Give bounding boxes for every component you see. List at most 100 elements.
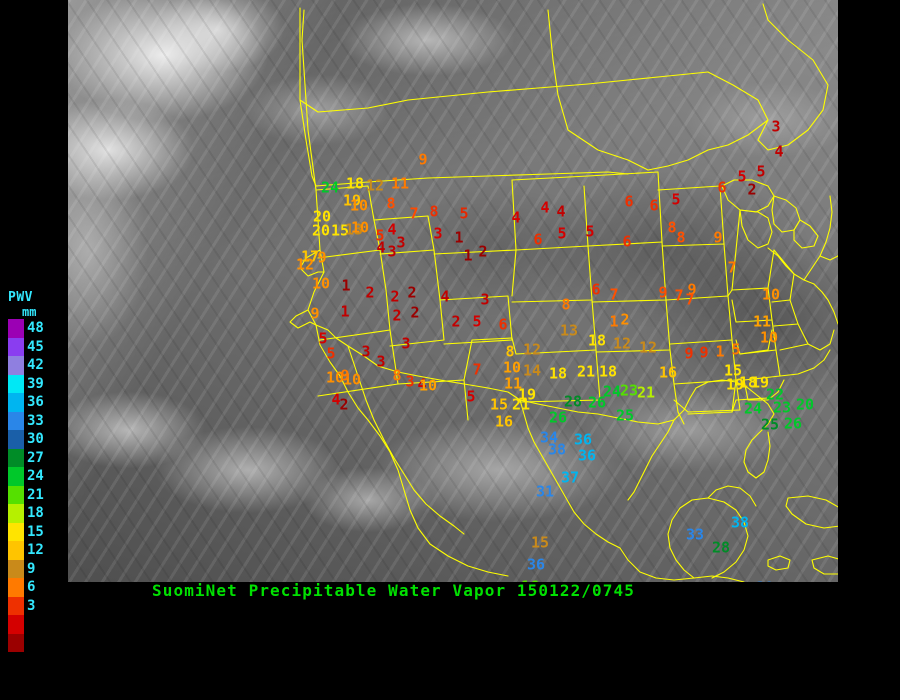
pwv-station-value: 9: [317, 248, 327, 267]
pwv-station-value: 2: [392, 306, 402, 325]
pwv-station-value: 4: [440, 287, 450, 306]
pwv-station-value: 13: [559, 321, 579, 340]
pwv-station-value: 8: [561, 295, 571, 314]
pacific-coastline: [290, 10, 508, 576]
state-borders-southeast: [674, 330, 784, 424]
state-borders-west: [316, 172, 670, 420]
clear-air-layer: [68, 0, 838, 582]
pwv-colorbar-legend: PWV mm 48 45 42 39 36 33 30 27 24 21 18 15 12 9 6 3: [0, 290, 66, 652]
pwv-station-value: 4: [417, 375, 427, 394]
pwv-station-value: 38: [730, 513, 750, 532]
pwv-station-value: 15: [530, 533, 550, 552]
colorbar-tick-label: 15: [27, 523, 44, 540]
pwv-station-value: 4: [387, 220, 397, 239]
pwv-station-value: 2: [339, 395, 349, 414]
pwv-station-value: 10: [759, 328, 779, 347]
pwv-station-value: 22: [765, 385, 785, 404]
pwv-station-value: 28: [563, 392, 583, 411]
pwv-station-value: 8: [505, 342, 515, 361]
colorbar-swatch: [8, 430, 24, 449]
colorbar-swatch: [8, 522, 24, 541]
pwv-station-value: 5: [756, 162, 766, 181]
colorbar-tick-label: 39: [27, 375, 44, 392]
pwv-station-value: 19: [342, 191, 362, 210]
pwv-station-value: 12: [365, 176, 385, 195]
pwv-station-value: 36: [577, 446, 597, 465]
colorbar-swatch: [8, 504, 24, 523]
pwv-station-value: 15: [330, 221, 350, 240]
pwv-station-value: 2: [365, 283, 375, 302]
pwv-station-value: 8: [429, 202, 439, 221]
cloud-mass-layer: [68, 0, 838, 582]
pwv-station-value: 10: [349, 196, 369, 215]
gulf-coastline: [520, 380, 774, 500]
pwv-station-value: 24: [743, 399, 763, 418]
pwv-station-value: 16: [521, 579, 539, 582]
pwv-station-value: 6: [649, 196, 659, 215]
pwv-station-value: 10: [761, 285, 781, 304]
colorbar-swatch: [8, 578, 24, 597]
pwv-station-value: 9: [699, 343, 709, 362]
pwv-station-value: 11: [503, 374, 523, 393]
pwv-station-value: 2: [747, 180, 757, 199]
pwv-station-value: 21: [511, 395, 531, 414]
pwv-station-value: 10: [502, 358, 522, 377]
pwv-station-value: 26: [587, 393, 607, 412]
pwv-station-value: 5: [459, 204, 469, 223]
pwv-station-value: 2: [407, 283, 417, 302]
pwv-station-value: 9: [310, 304, 320, 323]
colorbar-tick-label: 6: [27, 579, 36, 595]
pwv-station-value: 24: [320, 178, 340, 197]
pwv-station-value: 10: [325, 368, 345, 387]
pwv-station-value: 33: [685, 525, 705, 544]
pwv-station-value: 1: [340, 302, 350, 321]
pwv-station-value: 28: [711, 538, 731, 557]
pwv-station-value: 9: [687, 280, 697, 299]
product-title: SuomiNet Precipitable Water Vapor 150122…: [152, 581, 635, 600]
pwv-station-value: 6: [591, 280, 601, 299]
colorbar-swatch: [8, 411, 24, 430]
colorbar-tick-label: 30: [27, 431, 44, 447]
pwv-station-value: 4: [774, 142, 784, 161]
pwv-station-value: 9: [684, 344, 694, 363]
pwv-station-value: 15: [489, 395, 509, 414]
pwv-station-value: 3: [405, 372, 415, 391]
pwv-station-value: 17: [300, 247, 320, 266]
colorbar-tick-label: 42: [27, 357, 44, 373]
pwv-station-value: 12: [638, 338, 658, 357]
colorbar-tick-label: 45: [27, 338, 44, 355]
colorbar-tick-label: 27: [27, 449, 44, 466]
pwv-station-value: 1: [463, 246, 473, 265]
pwv-station-value: 2: [451, 312, 461, 331]
pwv-station-value: 2: [390, 287, 400, 306]
pwv-station-value: 3: [480, 290, 490, 309]
pwv-station-value: 18: [587, 331, 607, 350]
pwv-station-value: 5: [557, 224, 567, 243]
map-vector-overlay: [68, 0, 838, 582]
pwv-station-value: 8: [392, 366, 402, 385]
pwv-station-value: 11: [390, 174, 410, 193]
colorbar-tick-label: 18: [27, 505, 44, 521]
colorbar-title: PWV: [8, 290, 33, 305]
pwv-station-value: 36: [573, 430, 593, 449]
cloud-texture-layer: [68, 0, 838, 582]
pwv-station-value: 20: [312, 207, 332, 226]
pwv-station-value: 26: [548, 408, 568, 427]
pwv-station-value: 9: [418, 150, 428, 169]
pwv-station-value: 1: [609, 312, 619, 331]
pwv-station-value: 5: [585, 222, 595, 241]
pwv-station-value: 5: [375, 226, 385, 245]
pwv-station-value: 21: [576, 362, 596, 381]
pwv-station-value: 3: [396, 233, 406, 252]
pwv-station-value: 31: [535, 482, 555, 501]
pwv-station-value: 6: [622, 232, 632, 251]
colorbar-swatch: [8, 319, 24, 338]
pwv-station-value: 3: [387, 242, 397, 261]
pwv-station-value: 25: [760, 415, 780, 434]
pwv-station-value: 14: [522, 361, 542, 380]
colorbar-swatch: [8, 393, 24, 412]
pwv-station-value: 25: [615, 406, 635, 425]
colorbar-tick-label: 9: [27, 560, 36, 577]
pwv-station-value: 7: [727, 258, 737, 277]
pwv-station-value: 19: [725, 375, 745, 394]
